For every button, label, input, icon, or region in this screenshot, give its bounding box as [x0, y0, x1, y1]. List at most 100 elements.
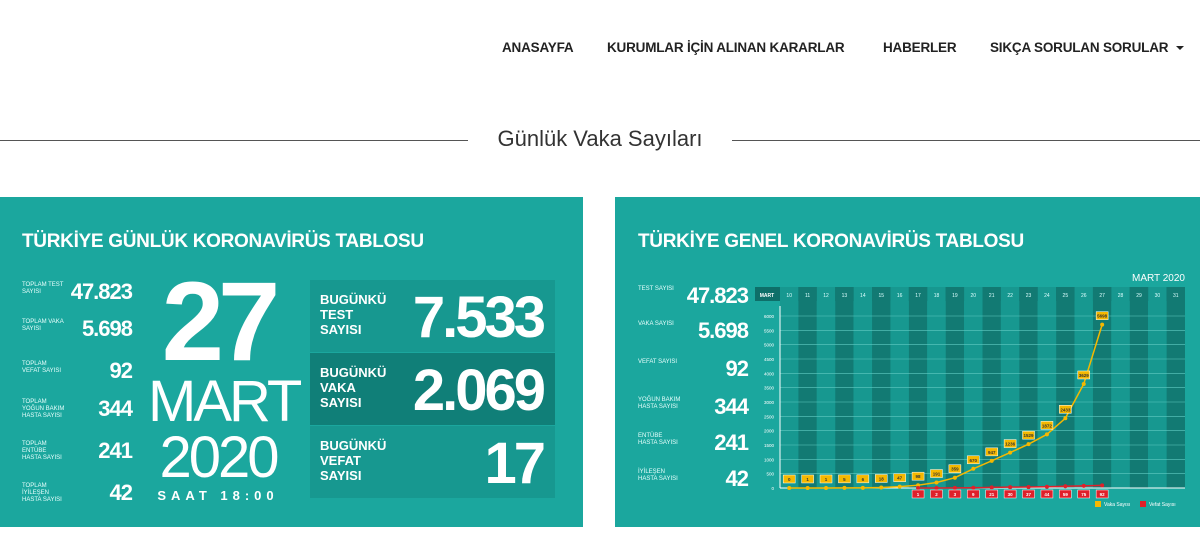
data-point — [860, 485, 865, 490]
data-label: 21 — [989, 492, 995, 497]
data-point — [805, 485, 810, 490]
data-label-box — [1077, 489, 1090, 499]
legend-label: Vaka Sayısı — [1104, 502, 1130, 508]
data-label-box — [782, 474, 796, 484]
stat-label: TEST SAYISI — [638, 286, 674, 292]
data-point — [916, 483, 921, 488]
stat-value: 42 — [725, 466, 750, 491]
data-label: 1 — [825, 477, 828, 482]
x-tick-label: 31 — [1173, 293, 1179, 299]
data-point — [934, 485, 939, 490]
stat-value: 47.823 — [686, 283, 749, 308]
data-label: 1529 — [1024, 433, 1035, 438]
nav-institution-decisions[interactable]: KURUMLAR İÇİN ALINAN KARARLAR — [607, 40, 845, 55]
stat-value: 241 — [98, 438, 133, 463]
data-label: 1236 — [1005, 442, 1016, 447]
stat-value: 92 — [109, 358, 134, 383]
stat-row: TOPLAM ENTÜBE HASTA SAYISI 241 — [22, 438, 133, 466]
data-label: 0 — [788, 477, 791, 482]
series-line — [789, 324, 1103, 489]
data-point — [971, 466, 976, 471]
data-point — [1044, 432, 1049, 437]
stat-value: 92 — [725, 356, 750, 381]
data-label-box — [1059, 489, 1072, 499]
today-death-label: BUGÜNKÜ VEFAT SAYISI — [320, 438, 387, 483]
x-tick-label: 21 — [989, 293, 995, 299]
x-tick-label: 18 — [934, 293, 940, 299]
data-point — [787, 486, 792, 490]
data-label-box — [911, 471, 925, 481]
data-label: 47 — [897, 476, 903, 481]
x-header-label: MART — [760, 293, 774, 299]
data-point — [989, 485, 994, 490]
data-label-box — [1095, 489, 1109, 499]
x-tick-label: 16 — [897, 293, 903, 299]
stat-label: YOĞUN BAKIM HASTA SAYISI — [638, 397, 681, 410]
data-label-box — [930, 489, 943, 499]
y-tick-label: 3500 — [764, 386, 775, 391]
data-label-box — [875, 474, 888, 483]
stat-value: 42 — [109, 480, 134, 505]
data-label: 670 — [970, 458, 978, 463]
nav-faq[interactable]: SIKÇA SORULAN SORULAR — [990, 40, 1185, 55]
date-year: 2020 — [159, 425, 279, 490]
data-label: 18 — [879, 476, 885, 481]
stat-row: TOPLAM VAKA SAYISI 5.698 — [22, 316, 133, 344]
stat-value: 47.823 — [70, 279, 133, 304]
legend-label: Vefat Sayısı — [1149, 502, 1176, 508]
stat-label: TOPLAM İYİLEŞEN HASTA SAYISI — [22, 483, 62, 503]
data-label: 5698 — [1097, 314, 1108, 319]
data-label: 92 — [1100, 492, 1106, 497]
data-point — [989, 458, 994, 463]
x-tick-label: 22 — [1007, 293, 1013, 299]
data-point — [897, 484, 902, 489]
x-tick-label: 20 — [971, 293, 977, 299]
data-point — [934, 480, 939, 485]
stat-value: 344 — [98, 396, 133, 421]
data-label: 3629 — [1079, 373, 1090, 378]
y-tick-label: 500 — [766, 472, 774, 477]
data-label: 947 — [988, 450, 996, 455]
data-label: 2433 — [1060, 407, 1071, 412]
stat-row: TOPLAM VEFAT SAYISI 92 — [22, 358, 134, 386]
stat-row: VAKA SAYISI 5.698 — [638, 318, 749, 346]
data-label-box — [1059, 405, 1072, 414]
legend-swatch — [1095, 501, 1101, 507]
stat-row: TOPLAM YOĞUN BAKIM HASTA SAYISI 344 — [22, 396, 133, 424]
data-point — [1008, 485, 1013, 490]
data-label-box — [1040, 489, 1054, 499]
data-label: 3 — [954, 492, 957, 497]
y-tick-label: 5500 — [764, 328, 775, 333]
y-tick-label: 2500 — [764, 414, 775, 419]
nav-home[interactable]: ANASAYFA — [502, 40, 574, 55]
stat-row: İYİLEŞEN HASTA SAYISI 42 — [638, 466, 750, 494]
stat-value: 241 — [714, 430, 749, 455]
today-case-label: BUGÜNKÜ VAKA SAYISI — [320, 365, 387, 410]
data-point — [971, 485, 976, 490]
today-death-value: 17 — [484, 431, 545, 496]
data-label-box — [893, 473, 906, 482]
date-time: SAAT 18:00 — [157, 488, 279, 503]
legend-swatch — [1140, 501, 1146, 507]
data-point — [1100, 483, 1105, 488]
y-tick-label: 2000 — [764, 429, 775, 434]
nav-news[interactable]: HABERLER — [883, 40, 957, 55]
stat-label: TOPLAM YOĞUN BAKIM HASTA SAYISI — [22, 399, 65, 419]
stat-label: ENTÜBE HASTA SAYISI — [638, 433, 678, 446]
stat-row: TOPLAM TEST SAYISI 47.823 — [22, 279, 133, 307]
data-label-box — [819, 474, 833, 484]
data-point — [842, 485, 847, 490]
stat-row: YOĞUN BAKIM HASTA SAYISI 344 — [638, 394, 749, 422]
data-label-box — [911, 489, 925, 499]
x-tick-label: 11 — [805, 293, 810, 299]
main-nav: ANASAYFA KURUMLAR İÇİN ALINAN KARARLAR H… — [0, 40, 1200, 60]
data-label-box — [948, 489, 962, 499]
data-label-box — [948, 464, 962, 473]
x-tick-label: 26 — [1081, 293, 1087, 299]
data-label-box — [967, 489, 980, 499]
data-point — [1026, 484, 1031, 489]
data-label: 1 — [917, 492, 920, 497]
divider — [0, 140, 468, 141]
x-tick-label: 29 — [1136, 293, 1142, 299]
